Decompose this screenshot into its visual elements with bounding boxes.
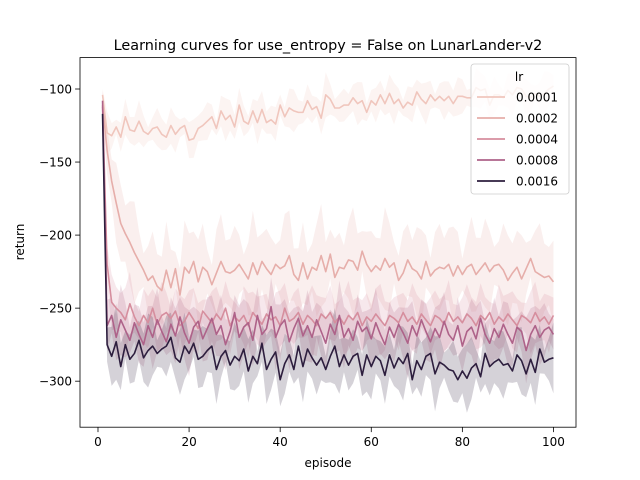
confidence-band-lr-0.0002 <box>102 91 554 329</box>
x-tick-label: 0 <box>94 435 102 449</box>
x-tick-label: 40 <box>273 435 288 449</box>
x-axis-ticks: 0 20 40 60 80 100 <box>94 427 565 449</box>
x-tick-label: 80 <box>455 435 470 449</box>
confidence-band-lr-0.0001 <box>102 68 554 159</box>
legend-label-lr-0.0016: 0.0016 <box>516 174 558 188</box>
y-axis-ticks: −300 −250 −200 −150 −100 <box>39 82 80 388</box>
confidence-band-lr-0.0004 <box>102 97 554 361</box>
legend-label-lr-0.0004: 0.0004 <box>516 132 558 146</box>
legend-label-lr-0.0001: 0.0001 <box>516 90 558 104</box>
legend: lr 0.0001 0.0002 0.0004 0.0008 0.0016 <box>470 63 570 195</box>
confidence-bands <box>102 68 554 413</box>
x-tick-label: 100 <box>542 435 565 449</box>
y-tick-label: −250 <box>39 301 72 315</box>
legend-label-lr-0.0002: 0.0002 <box>516 111 558 125</box>
y-tick-label: −100 <box>39 82 72 96</box>
x-tick-label: 20 <box>181 435 196 449</box>
legend-label-lr-0.0008: 0.0008 <box>516 153 558 167</box>
y-tick-label: −150 <box>39 155 72 169</box>
series-line-lr-0.0008 <box>101 100 555 352</box>
y-tick-label: −200 <box>39 228 72 242</box>
confidence-band-lr-0.0016 <box>102 103 554 413</box>
chart-title: Learning curves for use_entropy = False … <box>114 38 543 54</box>
legend-title: lr <box>515 70 523 84</box>
y-axis-label: return <box>13 224 27 261</box>
confidence-band-lr-0.0008 <box>102 91 554 384</box>
series-line-lr-0.0004 <box>101 106 555 330</box>
axes-frame <box>79 57 577 428</box>
legend-entries: 0.0001 0.0002 0.0004 0.0008 0.0016 <box>477 90 558 188</box>
series-line-lr-0.0002 <box>101 105 555 296</box>
x-axis-label: episode <box>305 456 352 470</box>
series-line-lr-0.0016 <box>101 113 554 381</box>
y-tick-label: −300 <box>39 374 72 388</box>
plot-area <box>101 68 555 413</box>
x-tick-label: 60 <box>364 435 379 449</box>
